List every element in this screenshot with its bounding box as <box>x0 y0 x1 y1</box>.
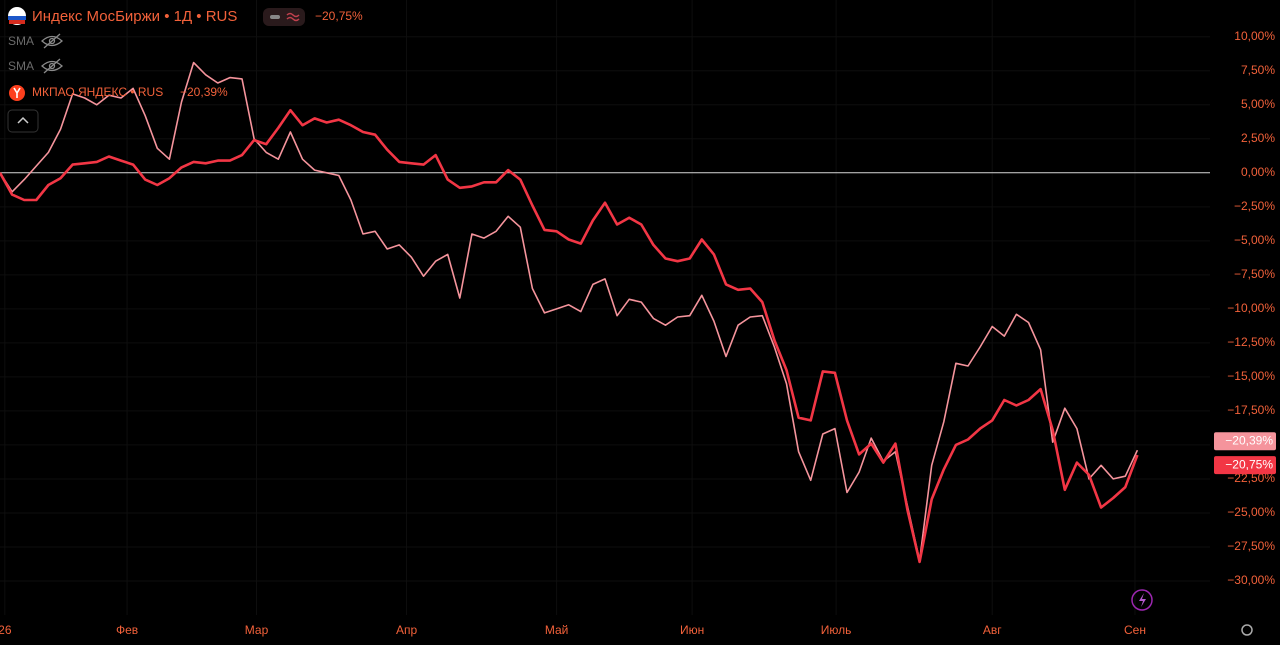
series-line <box>0 61 1139 562</box>
indicator-label[interactable]: SMA <box>8 59 34 73</box>
x-tick-label: Авг <box>983 623 1002 637</box>
y-tick-label: −25,00% <box>1227 505 1275 519</box>
y-tick-label: −7,50% <box>1234 267 1275 281</box>
legend-series-name[interactable]: Индекс МосБиржи • 1Д • RUS <box>32 8 237 25</box>
alert-icon <box>1139 593 1146 607</box>
indicator-label[interactable]: SMA <box>8 34 34 48</box>
alert-button[interactable] <box>1131 589 1153 611</box>
hide-icon[interactable] <box>41 33 63 49</box>
flag-icon <box>9 20 25 24</box>
y-tick-label: −27,50% <box>1227 539 1275 553</box>
last-value-box <box>1214 432 1276 451</box>
x-tick-label: Июль <box>821 623 852 637</box>
series-line <box>0 108 1139 564</box>
legend-value: −20,75% <box>315 9 363 23</box>
y-tick-label: 2,50% <box>1241 131 1275 145</box>
y-tick-label: 0,00% <box>1241 165 1275 179</box>
y-tick-label: −15,00% <box>1227 369 1275 383</box>
y-tick-label: 10,00% <box>1234 29 1275 43</box>
company-icon <box>13 87 21 98</box>
last-value-label: −20,39% <box>1225 433 1273 447</box>
settings-button[interactable] <box>1241 624 1253 636</box>
last-value-box <box>1214 456 1276 475</box>
hide-icon[interactable] <box>41 58 63 74</box>
last-value-label: −20,75% <box>1225 457 1273 471</box>
y-tick-label: −12,50% <box>1227 335 1275 349</box>
plot-area <box>0 0 1210 615</box>
y-tick-label: −10,00% <box>1227 301 1275 315</box>
y-tick-label: −2,50% <box>1234 199 1275 213</box>
pill-icon <box>286 12 300 22</box>
y-tick-label: 5,00% <box>1241 97 1275 111</box>
y-tick-label: 7,50% <box>1241 63 1275 77</box>
legend-series-name[interactable]: МКПАО ЯНДЕКС • RUS <box>32 85 163 99</box>
x-tick-label: Апр <box>396 623 418 637</box>
y-tick-label: −22,50% <box>1227 471 1275 485</box>
x-tick-label: Сен <box>1124 623 1146 637</box>
pill-icon <box>270 15 280 19</box>
x-tick-label: Фев <box>116 623 138 637</box>
legend-value: −20,39% <box>180 85 228 99</box>
y-tick-label: −17,50% <box>1227 403 1275 417</box>
x-tick-label: Май <box>545 623 569 637</box>
y-tick-label: −5,00% <box>1234 233 1275 247</box>
x-tick-label: 26 <box>0 623 12 637</box>
y-tick-label: −30,00% <box>1227 573 1275 587</box>
compare-pill[interactable] <box>263 8 305 26</box>
flag-icon <box>8 16 26 20</box>
collapse-icon <box>17 116 29 124</box>
collapse-button[interactable] <box>7 109 39 133</box>
x-tick-label: Июн <box>680 623 704 637</box>
x-tick-label: Мар <box>245 623 269 637</box>
legend: Индекс МосБиржи • 1Д • RUS −20,75% SMA S… <box>7 7 363 133</box>
